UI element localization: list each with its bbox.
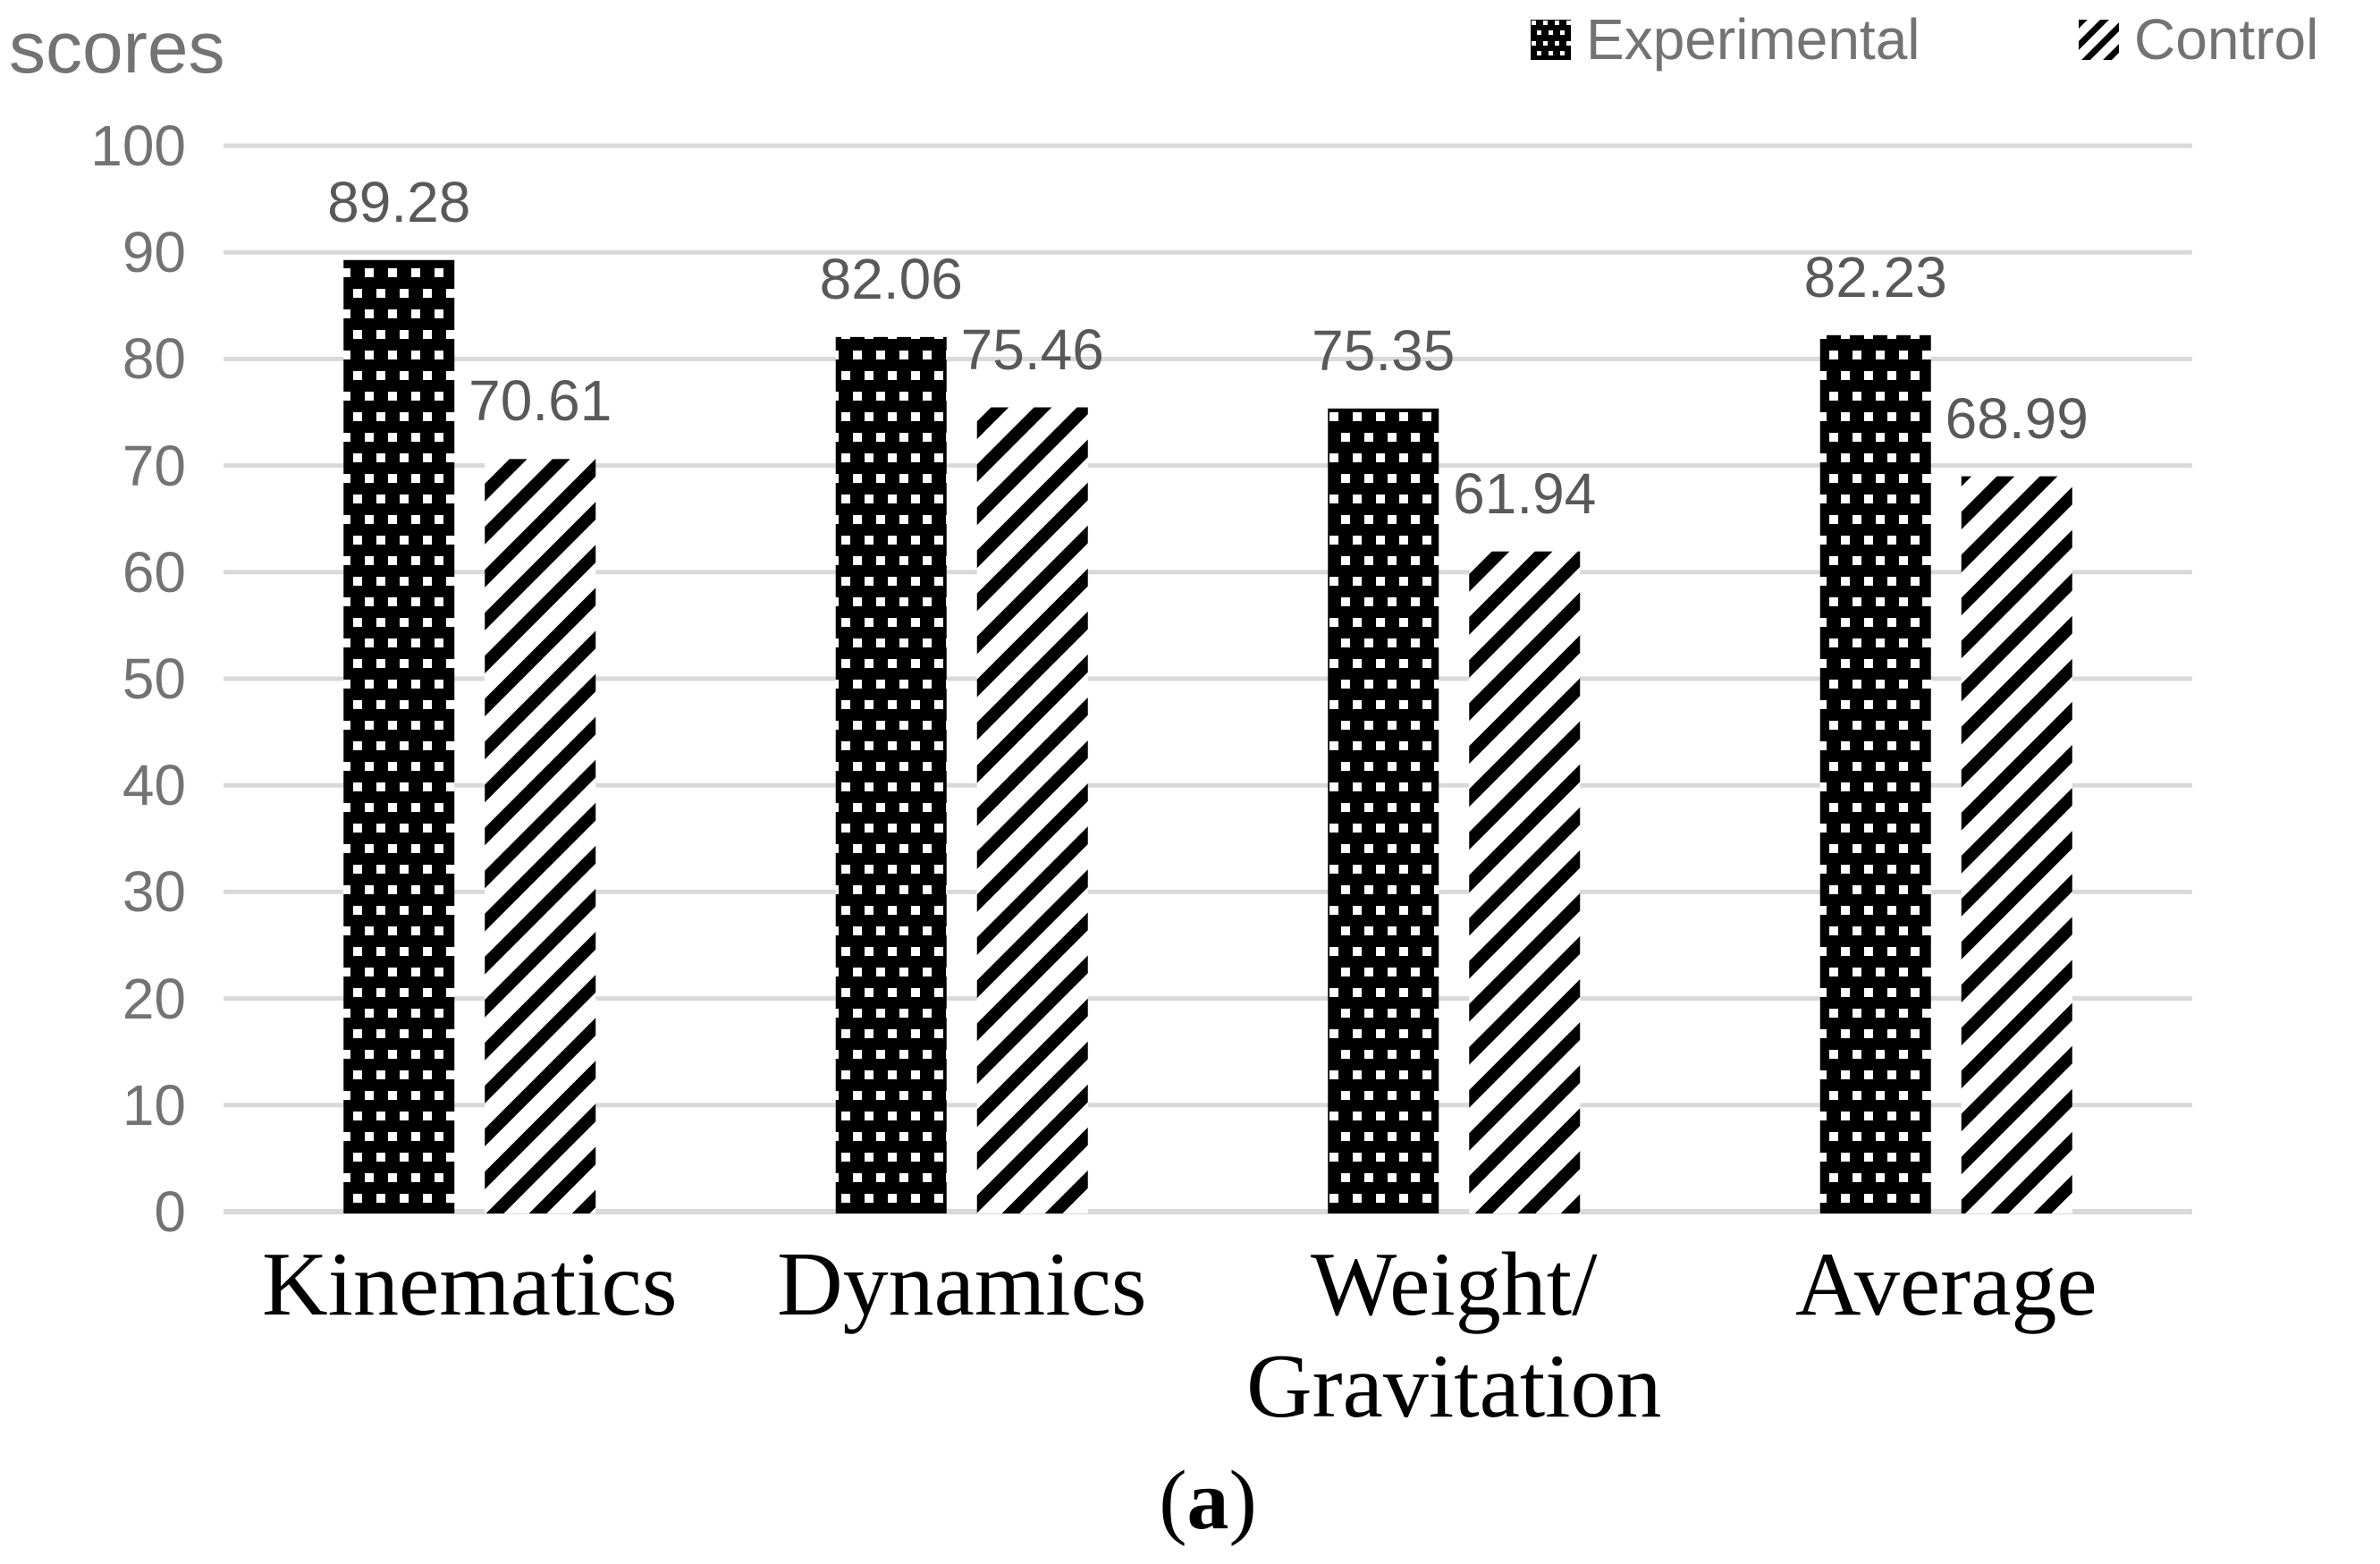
figure-caption: (a) <box>224 1454 2192 1547</box>
data-label-experimental-1: 89.28 <box>327 169 471 234</box>
bar-experimental-2 <box>835 336 947 1213</box>
y-tick-label-10: 10 <box>122 1072 186 1137</box>
gridline <box>224 249 2192 255</box>
control-swatch-icon <box>2079 19 2119 60</box>
data-label-experimental-4: 82.23 <box>1803 244 1947 309</box>
data-label-control-2: 75.46 <box>960 317 1104 382</box>
bar-experimental-4 <box>1819 334 1931 1213</box>
category-label-dynamics: Dynamics <box>776 1234 1147 1335</box>
x-axis-category-labels: Kinematics Dynamics Weight/ Gravitation Ave… <box>224 1234 2192 1438</box>
y-tick-label-60: 60 <box>122 539 186 604</box>
gridline <box>224 676 2192 681</box>
caption-open-paren: ( <box>1159 1454 1187 1547</box>
legend-label-control: Control <box>2134 7 2319 72</box>
data-label-control-4: 68.99 <box>1945 385 2089 451</box>
data-label-experimental-2: 82.06 <box>819 246 963 311</box>
y-axis-title: scores <box>9 7 225 89</box>
bar-experimental-3 <box>1328 408 1439 1213</box>
gridline <box>224 889 2192 894</box>
bar-control-1 <box>485 459 596 1213</box>
gridline <box>224 782 2192 788</box>
legend-item-experimental: Experimental <box>1531 5 1920 73</box>
y-tick-label-20: 20 <box>122 966 186 1031</box>
gridline <box>224 996 2192 1002</box>
plot-area <box>224 143 2192 1214</box>
gridline <box>224 463 2192 469</box>
legend-label-experimental: Experimental <box>1586 7 1920 72</box>
gridline <box>224 570 2192 575</box>
data-label-control-1: 70.61 <box>468 368 612 434</box>
gridline <box>224 1103 2192 1108</box>
caption-close-paren: ) <box>1228 1454 1257 1547</box>
x-axis-line <box>224 1209 2192 1214</box>
y-tick-label-30: 30 <box>122 859 186 925</box>
bar-control-4 <box>1961 476 2072 1213</box>
gridline <box>224 356 2192 361</box>
bar-control-3 <box>1469 551 1581 1213</box>
category-label-average: Average <box>1794 1234 2097 1335</box>
category-label-weight: Weight/ Gravitation <box>1245 1234 1662 1437</box>
bar-control-2 <box>976 407 1088 1213</box>
data-label-experimental-3: 75.35 <box>1312 317 1456 383</box>
y-tick-label-50: 50 <box>122 647 186 711</box>
bar-experimental-1 <box>343 259 455 1213</box>
y-tick-label-0: 0 <box>154 1179 186 1244</box>
y-tick-label-70: 70 <box>122 433 186 498</box>
category-label-kinematics: Kinematics <box>261 1234 678 1335</box>
y-tick-label-40: 40 <box>122 753 186 818</box>
caption-letter: a <box>1186 1454 1229 1547</box>
y-tick-label-90: 90 <box>122 220 186 285</box>
data-label-control-3: 61.94 <box>1453 461 1597 526</box>
gridline <box>224 143 2192 148</box>
y-tick-label-100: 100 <box>90 114 186 178</box>
legend-item-control: Control <box>2079 5 2318 73</box>
experimental-swatch-icon <box>1531 19 1571 60</box>
y-tick-label-80: 80 <box>122 326 186 392</box>
